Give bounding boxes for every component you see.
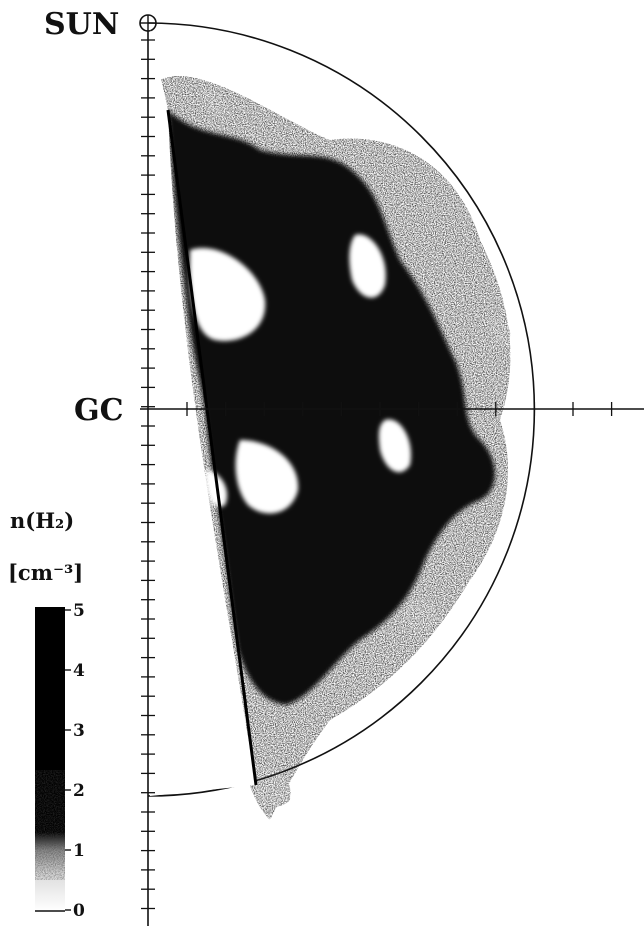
colorbar-tick-label: 3 xyxy=(73,721,85,741)
survey-edge-line xyxy=(166,109,258,786)
unsurveyed-wedge xyxy=(150,30,256,796)
void-center-right xyxy=(378,419,411,473)
gas-dense-core xyxy=(168,110,495,705)
gas-clump-upper xyxy=(200,89,226,117)
colorbar-tick-label: 1 xyxy=(73,841,85,861)
colorbar: n(H₂) [cm⁻³] 5 4 3 2 1 0 xyxy=(8,508,85,921)
colorbar-quantity-label: n(H₂) xyxy=(10,508,74,533)
horizontal-axis xyxy=(140,402,644,416)
colorbar-unit-label: [cm⁻³] xyxy=(8,560,83,585)
colorbar-tick-label: 4 xyxy=(73,661,85,681)
vertical-axis xyxy=(141,31,155,926)
galactic-center-label: GC xyxy=(74,393,124,428)
void-upper-center xyxy=(349,234,386,298)
colorbar-tick-label: 0 xyxy=(73,901,85,921)
colorbar-tick-label: 5 xyxy=(73,601,85,621)
void-lower-left xyxy=(235,440,299,514)
gas-density-map xyxy=(150,30,511,821)
colorbar-tick-label: 2 xyxy=(73,781,85,801)
gas-clump-right xyxy=(488,315,511,346)
void-upper-left xyxy=(189,248,266,341)
gas-clump-lower-right xyxy=(405,599,438,633)
gas-clump-bottom xyxy=(250,766,291,807)
sun-label: SUN xyxy=(44,7,119,42)
colorbar-grain xyxy=(35,770,65,880)
